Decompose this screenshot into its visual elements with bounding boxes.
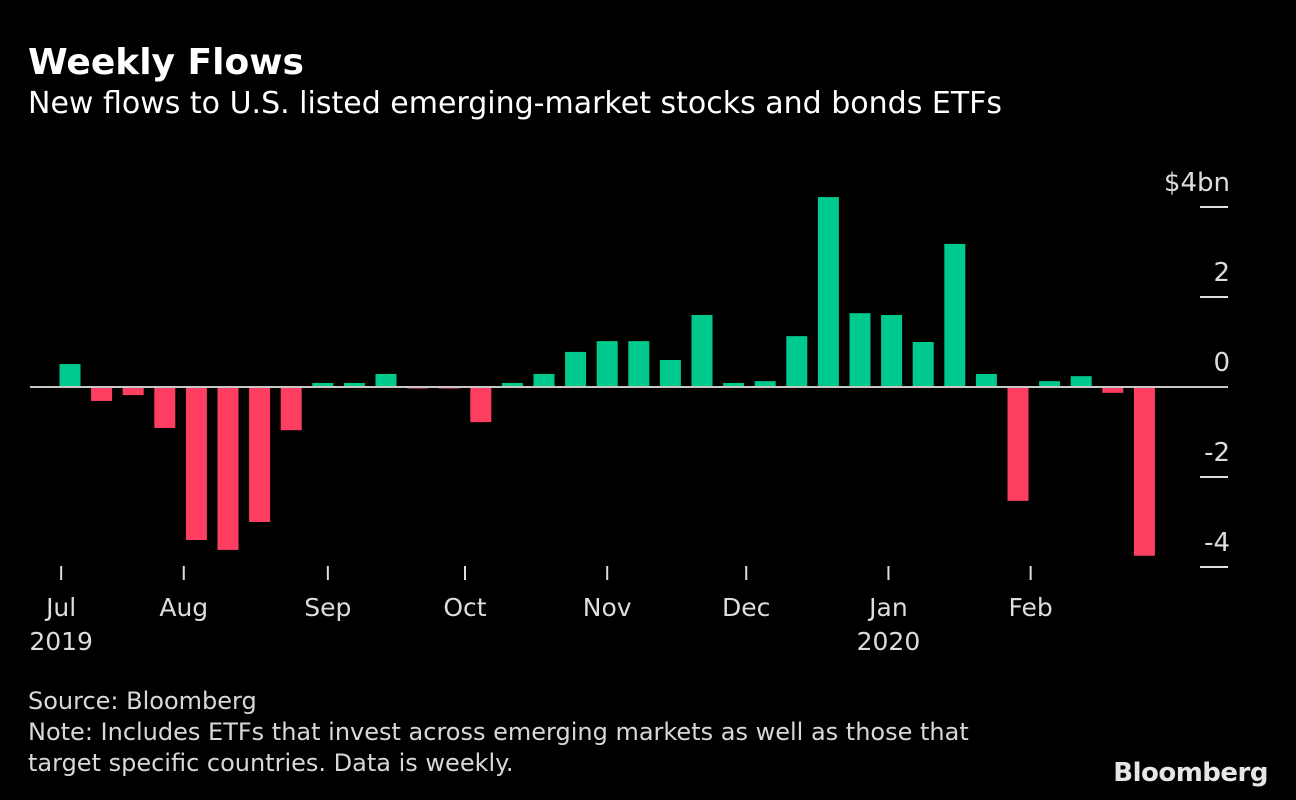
x-tick-label: Jul [44,593,76,622]
bar [154,387,176,428]
bar [912,342,934,387]
bar [312,382,334,387]
x-tick-label: Sep [304,593,351,622]
bar [881,315,903,387]
chart-subtitle: New flows to U.S. listed emerging-market… [28,86,1003,121]
x-tick-label: Nov [583,593,632,622]
bar [975,373,997,387]
bar [1102,387,1124,393]
y-tick-label: 0 [1213,348,1230,378]
bar [659,360,681,387]
bar [122,387,144,396]
y-tick-label: -4 [1204,528,1230,558]
bar [343,382,365,387]
x-year-label: 2019 [29,627,93,656]
bar [217,387,239,550]
bar-chart: $4bn 2 0 -2 -4 Jul 2019 Aug Sep Oct Nov Dec Jan 2020 F… [29,168,1230,656]
x-tick-label: Aug [159,593,208,622]
bar [786,336,808,387]
bar [501,382,523,387]
y-tick-label: 2 [1213,258,1230,288]
x-tick-label: Oct [443,593,486,622]
note-line-1: Note: Includes ETFs that invest across e… [28,718,969,746]
bar [375,373,397,387]
bar [91,387,113,401]
bar [596,341,618,387]
bar [1007,387,1029,501]
x-tick-label: Dec [722,593,770,622]
y-tick-label: $4bn [1164,168,1230,198]
bar [249,387,271,522]
bar [691,315,713,387]
x-year-label: 2020 [857,627,921,656]
x-tick-label: Feb [1009,593,1053,622]
bar [628,341,650,387]
bar [59,364,81,387]
bar [280,387,302,431]
bar [817,197,839,387]
source-text: Source: Bloomberg [28,687,257,715]
x-tick-label: Jan [867,593,908,622]
note-line-2: target specific countries. Data is weekl… [28,749,514,777]
bar [1039,381,1061,387]
bar [185,387,207,540]
bar [849,313,871,387]
y-tick-label: -2 [1204,438,1230,468]
bar [1133,387,1155,556]
bar [533,373,555,387]
bar [754,381,776,387]
chart-title: Weekly Flows [28,42,304,83]
bar [944,243,966,387]
bar [470,387,492,423]
bar [565,351,587,387]
bar [1070,376,1092,387]
bloomberg-logo: Bloomberg [1113,758,1268,788]
bar [723,382,745,387]
